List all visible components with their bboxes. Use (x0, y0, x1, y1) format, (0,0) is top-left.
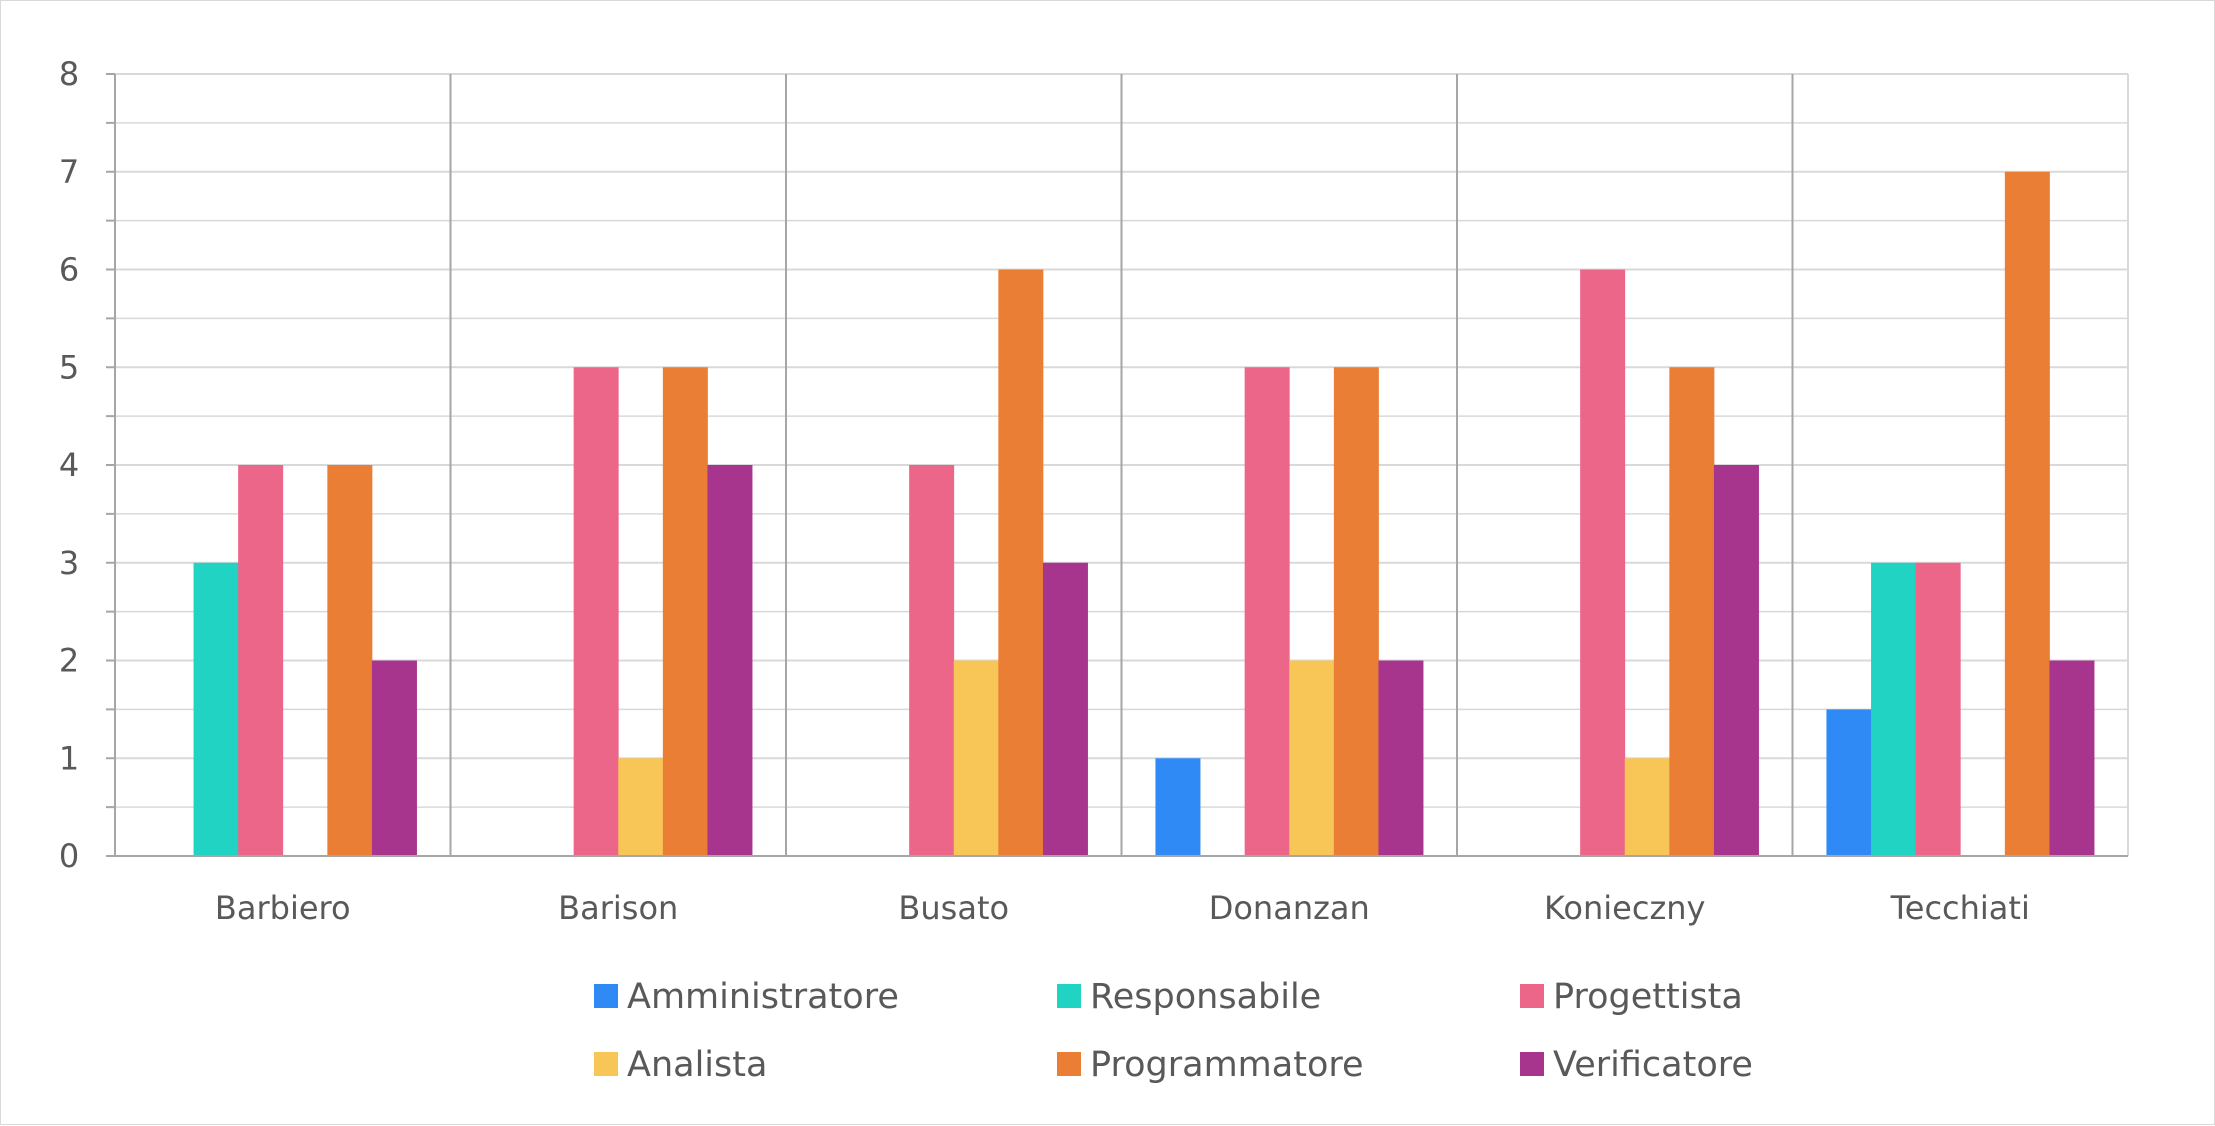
x-category-label: Donanzan (1209, 889, 1370, 927)
y-tick-label: 1 (59, 739, 79, 777)
legend-swatch (1520, 984, 1544, 1008)
legend-swatch (1520, 1052, 1544, 1076)
bar-verificatore-konieczny (1713, 465, 1759, 856)
bar-amministratore-tecchiati (1826, 709, 1872, 856)
legend-swatch (1057, 984, 1081, 1008)
x-category-label: Barbiero (215, 889, 351, 927)
y-tick-label: 7 (59, 153, 79, 191)
bar-analista-barison (618, 758, 664, 856)
bar-programmatore-tecchiati (2004, 171, 2050, 856)
bar-progettista-busato (909, 465, 955, 856)
bar-analista-busato (953, 660, 999, 856)
bar-programmatore-donanzan (1333, 367, 1379, 856)
legend-label: Progettista (1553, 977, 1743, 1017)
legend-label: Programmatore (1090, 1045, 1364, 1085)
y-tick-labels: 0 1 2 3 4 5 6 7 8 (59, 55, 79, 875)
legend-item: Programmatore (1057, 1045, 1364, 1085)
legend-item: Verificatore (1520, 1045, 1753, 1085)
x-category-label: Busato (898, 889, 1009, 927)
y-tick-label: 8 (59, 55, 79, 93)
bar-responsabile-tecchiati (1871, 562, 1917, 856)
legend-swatch (1057, 1052, 1081, 1076)
legend-label: Amministratore (627, 977, 899, 1017)
y-tick-label: 2 (59, 642, 79, 680)
legend-item: Amministratore (594, 977, 899, 1017)
category-separators (449, 74, 1794, 856)
legend-item: Responsabile (1057, 977, 1321, 1017)
bar-progettista-barbiero (238, 465, 284, 856)
y-tick-label: 4 (59, 446, 79, 484)
bar-analista-konieczny (1624, 758, 1670, 856)
bar-analista-donanzan (1289, 660, 1335, 856)
bar-progettista-konieczny (1580, 269, 1626, 856)
y-tick-label: 3 (59, 544, 79, 582)
bar-programmatore-konieczny (1669, 367, 1715, 856)
bar-verificatore-barbiero (371, 660, 417, 856)
axes (106, 73, 2128, 857)
bar-amministratore-donanzan (1155, 758, 1201, 856)
bar-programmatore-barison (662, 367, 708, 856)
legend-swatch (594, 984, 618, 1008)
bar-responsabile-barbiero (193, 562, 239, 856)
bars (193, 171, 2095, 856)
x-category-label: Barison (558, 889, 678, 927)
legend-item: Progettista (1520, 977, 1743, 1017)
legend-label: Analista (627, 1045, 767, 1085)
y-tick-label: 5 (59, 348, 79, 386)
legend-item: Analista (594, 1045, 767, 1085)
x-category-label: Konieczny (1544, 889, 1705, 927)
y-tick-label: 0 (59, 837, 79, 875)
legend-label: Responsabile (1090, 977, 1321, 1017)
bar-programmatore-barbiero (327, 465, 373, 856)
bar-verificatore-tecchiati (2049, 660, 2095, 856)
bar-verificatore-donanzan (1378, 660, 1424, 856)
legend-label: Verificatore (1553, 1045, 1753, 1085)
y-tick-label: 6 (59, 251, 79, 289)
bar-verificatore-busato (1042, 562, 1088, 856)
bar-verificatore-barison (707, 465, 753, 856)
x-category-label: Tecchiati (1890, 889, 2030, 927)
bar-programmatore-busato (998, 269, 1044, 856)
x-category-labels: Barbiero Barison Busato Donanzan Konieczny Te… (215, 889, 2030, 927)
legend: Amministratore Responsabile Progettista Ana… (594, 977, 1753, 1085)
bar-progettista-barison (573, 367, 619, 856)
bar-progettista-tecchiati (1915, 562, 1961, 856)
legend-swatch (594, 1052, 618, 1076)
bar-progettista-donanzan (1244, 367, 1290, 856)
